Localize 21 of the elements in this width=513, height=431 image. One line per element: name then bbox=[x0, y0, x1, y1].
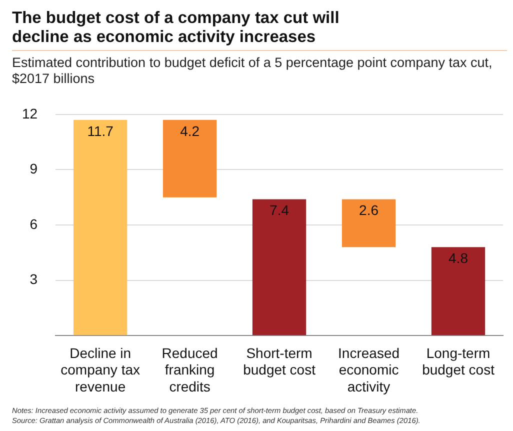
data-label: 11.7 bbox=[87, 122, 114, 139]
data-label: 4.8 bbox=[448, 250, 468, 266]
x-tick-label: Short-term budget cost bbox=[243, 344, 316, 378]
x-tick-label: Increased economic activity bbox=[338, 344, 400, 394]
y-tick-label: 12 bbox=[22, 105, 38, 122]
bar bbox=[431, 247, 486, 336]
chart-title: The budget cost of a company tax cut will decline as economic activity increases bbox=[12, 9, 340, 47]
chart-subtitle: Estimated contribution to budget deficit of a 5 percentage point company tax cut, $2017 billions bbox=[12, 55, 494, 87]
data-label: 2.6 bbox=[359, 202, 379, 218]
y-tick-label: 6 bbox=[30, 216, 38, 232]
x-tick-label: Long-term budget cost bbox=[422, 344, 495, 378]
y-tick-label: 3 bbox=[30, 271, 38, 288]
bar bbox=[162, 120, 217, 198]
x-tick-label: Reduced franking credits bbox=[162, 344, 218, 394]
bar bbox=[342, 199, 396, 248]
data-label: 7.4 bbox=[270, 202, 290, 218]
bar bbox=[252, 199, 306, 336]
x-tick-label: Decline in company tax revenue bbox=[60, 344, 140, 394]
data-label: 4.2 bbox=[180, 122, 200, 139]
bar bbox=[73, 120, 128, 336]
y-tick-label: 9 bbox=[30, 160, 38, 177]
